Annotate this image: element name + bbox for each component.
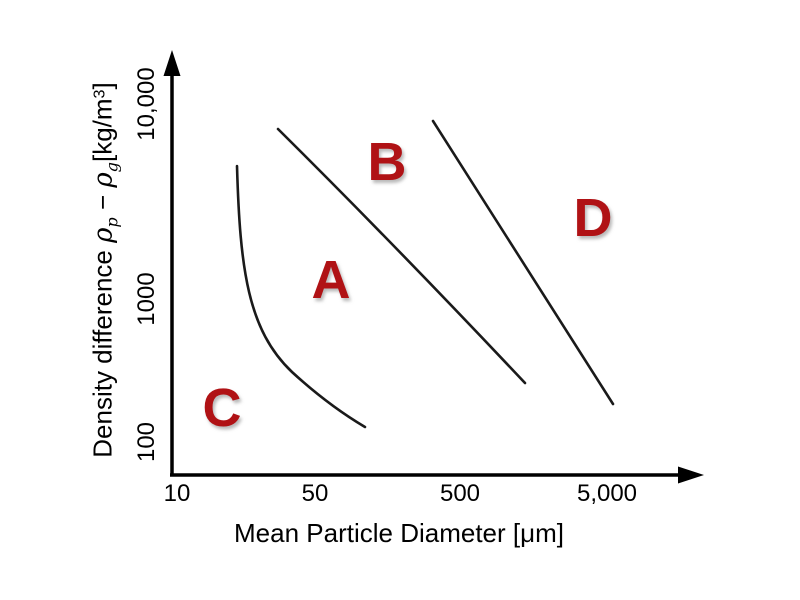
rho-p-subscript: p xyxy=(102,217,122,228)
region-label-a: A xyxy=(311,250,351,310)
region-label-d: D xyxy=(573,188,613,248)
x-axis-title: Mean Particle Diameter [μm] xyxy=(234,518,564,548)
boundary-c-a-curve xyxy=(235,164,367,429)
boundary-b-d-curve xyxy=(431,119,615,406)
x-tick-500: 500 xyxy=(439,480,481,507)
y-tick-100: 100 xyxy=(133,421,160,463)
region-label-b: B xyxy=(367,132,407,192)
x-tick-50: 50 xyxy=(301,480,329,507)
x-tick-10: 10 xyxy=(163,480,191,507)
y-tick-1000: 1000 xyxy=(133,272,160,326)
y-axis-unit-close: ] xyxy=(87,82,118,90)
y-tick-10000: 10,000 xyxy=(133,67,160,141)
rho-g-symbol: ρ xyxy=(88,172,119,188)
y-axis-unit-open: [kg/m xyxy=(87,98,118,163)
minus-sign: − xyxy=(87,187,118,218)
y-axis-title: Density difference ρp − ρg[kg/m3] xyxy=(87,82,122,458)
rho-g-subscript: g xyxy=(102,162,122,173)
x-axis-arrowhead-icon xyxy=(678,466,704,484)
region-label-c: C xyxy=(202,378,242,438)
y-axis-arrowhead-icon xyxy=(163,50,181,76)
x-tick-5000: 5,000 xyxy=(576,480,638,507)
rho-p-symbol: ρ xyxy=(88,227,119,243)
y-axis-unit-superscript: 3 xyxy=(90,89,109,99)
y-axis-title-text: Density difference xyxy=(87,242,118,458)
boundary-a-b-curve xyxy=(276,127,527,385)
